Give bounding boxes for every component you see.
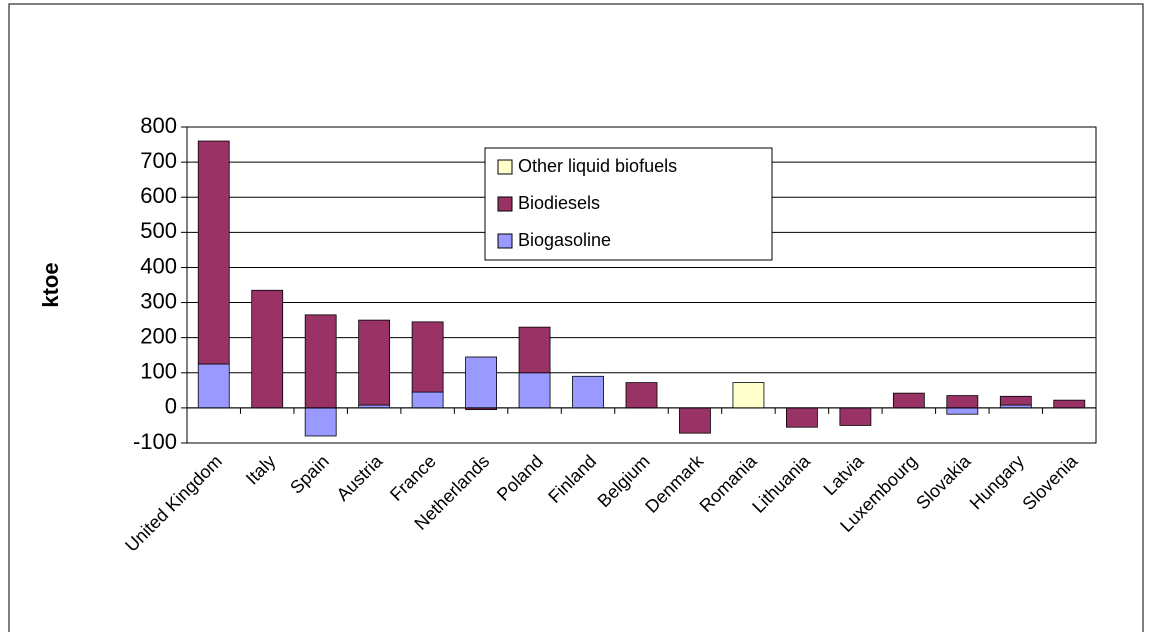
legend-swatch: [497, 196, 513, 212]
y-tick-label: 100: [140, 359, 177, 384]
bar-segment: [946, 407, 979, 415]
bar-segment: [999, 395, 1032, 406]
y-tick-label: 400: [140, 253, 177, 278]
legend-label: Biogasoline: [518, 230, 611, 250]
bar-segment: [839, 407, 872, 426]
bar-segment: [465, 356, 497, 409]
y-tick-label: 600: [140, 183, 177, 208]
y-axis-label: ktoe: [38, 262, 63, 307]
bar-segment: [518, 326, 551, 374]
legend-label: Biodiesels: [518, 193, 600, 213]
bar-segment: [892, 392, 925, 409]
bar-segment: [197, 363, 230, 409]
y-tick-label: 200: [140, 323, 177, 348]
bar-segment: [946, 395, 979, 409]
y-tick-label: 500: [140, 218, 177, 243]
y-tick-label: -100: [133, 429, 177, 454]
bar-segment: [572, 375, 604, 409]
bar-segment: [358, 319, 391, 406]
bar-segment: [411, 321, 444, 393]
bar-segment: [411, 391, 444, 409]
bar-segment: [732, 382, 765, 409]
legend-label: Other liquid biofuels: [518, 156, 677, 176]
bar-segment: [304, 314, 337, 409]
y-tick-label: 300: [140, 288, 177, 313]
y-tick-label: 700: [140, 148, 177, 173]
bar-segment: [518, 372, 551, 409]
y-tick-label: 0: [165, 394, 177, 419]
bar-segment: [304, 407, 337, 437]
bar-segment: [625, 382, 658, 409]
bar-segment: [197, 140, 230, 365]
bar-segment: [1053, 399, 1086, 409]
y-tick-label: 800: [140, 113, 177, 138]
legend-swatch: [497, 233, 513, 249]
legend-swatch: [497, 159, 513, 175]
bar-segment: [679, 407, 711, 434]
bar-segment: [251, 289, 284, 409]
legend-box: [484, 147, 773, 261]
bar-segment: [786, 407, 818, 428]
